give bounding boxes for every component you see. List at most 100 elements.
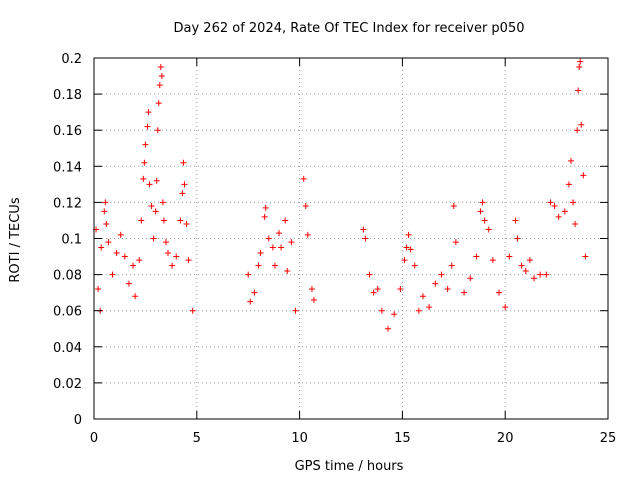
data-point bbox=[156, 82, 163, 89]
data-point bbox=[580, 172, 587, 179]
data-point bbox=[407, 246, 414, 253]
data-point bbox=[567, 157, 574, 164]
data-point bbox=[461, 289, 468, 296]
data-point bbox=[261, 213, 268, 220]
data-point bbox=[362, 235, 369, 242]
data-point bbox=[570, 199, 577, 206]
data-point bbox=[162, 239, 169, 246]
data-point bbox=[152, 208, 159, 215]
data-point bbox=[158, 73, 165, 80]
data-point bbox=[102, 199, 109, 206]
data-point bbox=[477, 208, 484, 215]
y-tick-label: 0.2 bbox=[61, 52, 82, 67]
data-point bbox=[496, 289, 503, 296]
y-tick-label: 0.04 bbox=[53, 341, 82, 356]
data-point bbox=[142, 141, 149, 148]
data-point bbox=[403, 244, 410, 251]
data-point bbox=[537, 271, 544, 278]
data-point bbox=[444, 286, 451, 293]
y-tick-label: 0.02 bbox=[53, 377, 82, 392]
data-point bbox=[121, 253, 128, 260]
data-point bbox=[117, 231, 124, 238]
data-point bbox=[308, 286, 315, 293]
y-tick-label: 0 bbox=[74, 413, 82, 428]
data-point bbox=[173, 253, 180, 260]
data-point bbox=[251, 289, 258, 296]
data-point bbox=[450, 203, 457, 210]
data-point bbox=[109, 271, 116, 278]
data-point bbox=[575, 87, 582, 94]
data-point bbox=[140, 175, 147, 182]
y-axis-label: ROTI / TECUs bbox=[8, 197, 23, 282]
data-point bbox=[360, 226, 367, 233]
y-tick-label: 0.1 bbox=[61, 233, 82, 248]
data-point bbox=[185, 257, 192, 264]
data-point bbox=[473, 253, 480, 260]
data-point bbox=[479, 199, 486, 206]
data-point bbox=[489, 257, 496, 264]
data-point bbox=[101, 208, 108, 215]
data-point bbox=[530, 275, 537, 282]
data-point bbox=[144, 123, 151, 130]
data-point bbox=[288, 239, 295, 246]
data-point bbox=[438, 271, 445, 278]
x-axis-label: GPS time / hours bbox=[295, 459, 404, 474]
data-point bbox=[514, 235, 521, 242]
axis-ticks: 0 0.02 0.04 0.06 0.08 0.1 0.12 0.14 0.16 0.18 0.2 0… bbox=[53, 52, 616, 446]
data-point bbox=[269, 244, 276, 251]
data-point bbox=[310, 296, 317, 303]
data-point bbox=[391, 311, 398, 318]
data-point bbox=[145, 109, 152, 116]
x-tick-label: 25 bbox=[600, 431, 617, 446]
data-point bbox=[157, 64, 164, 71]
data-point bbox=[271, 262, 278, 269]
data-point bbox=[547, 199, 554, 206]
data-point bbox=[165, 249, 172, 256]
data-point bbox=[95, 286, 102, 293]
data-point bbox=[578, 121, 585, 128]
data-point bbox=[582, 253, 589, 260]
data-point bbox=[506, 253, 513, 260]
data-point bbox=[411, 262, 418, 269]
data-point bbox=[154, 127, 161, 134]
data-point bbox=[561, 208, 568, 215]
data-point bbox=[284, 267, 291, 274]
data-point bbox=[292, 307, 299, 314]
data-point bbox=[103, 221, 110, 228]
chart-title: Day 262 of 2024, Rate Of TEC Index for r… bbox=[174, 21, 525, 36]
data-point bbox=[574, 127, 581, 134]
data-point bbox=[512, 217, 519, 224]
data-point bbox=[132, 293, 139, 300]
data-point bbox=[300, 175, 307, 182]
y-tick-label: 0.14 bbox=[53, 160, 82, 175]
x-tick-label: 5 bbox=[193, 431, 201, 446]
data-point bbox=[401, 257, 408, 264]
y-tick-label: 0.06 bbox=[53, 305, 82, 320]
data-point bbox=[146, 181, 153, 188]
data-point bbox=[153, 177, 160, 184]
data-point bbox=[577, 58, 584, 65]
data-point bbox=[150, 235, 157, 242]
data-point bbox=[169, 262, 176, 269]
x-tick-label: 10 bbox=[291, 431, 308, 446]
data-point bbox=[485, 226, 492, 233]
grid-lines bbox=[94, 58, 608, 419]
data-point bbox=[159, 199, 166, 206]
data-point bbox=[555, 213, 562, 220]
data-point bbox=[181, 181, 188, 188]
data-point bbox=[148, 203, 155, 210]
data-point bbox=[155, 100, 162, 107]
data-point bbox=[385, 325, 392, 332]
x-tick-label: 15 bbox=[394, 431, 411, 446]
data-point bbox=[265, 235, 272, 242]
data-point bbox=[522, 267, 529, 274]
data-point bbox=[179, 190, 186, 197]
data-point bbox=[183, 221, 190, 228]
data-point bbox=[572, 221, 579, 228]
data-point bbox=[247, 298, 254, 305]
data-point bbox=[282, 217, 289, 224]
data-point bbox=[276, 230, 283, 237]
y-tick-label: 0.16 bbox=[53, 124, 82, 139]
data-point bbox=[262, 204, 269, 211]
